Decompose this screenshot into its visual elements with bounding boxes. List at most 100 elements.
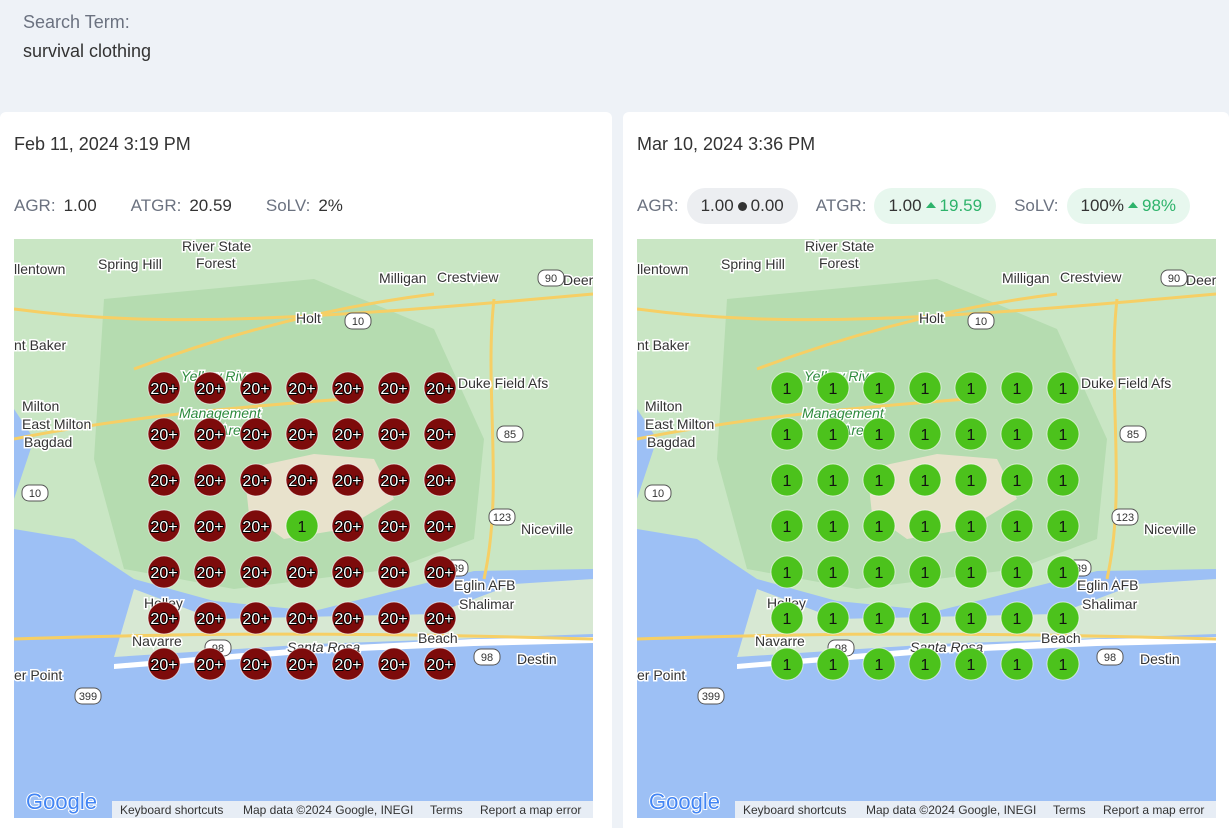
road xyxy=(1105,298,1119,580)
metric-label: ATGR: xyxy=(130,196,182,215)
rank-label: 1 xyxy=(298,519,307,536)
rank-label: 20+ xyxy=(334,611,361,628)
map-label: Forest xyxy=(819,255,859,271)
shield-label: 90 xyxy=(1168,273,1180,285)
map-label: Navarre xyxy=(132,633,182,649)
rank-label: 1 xyxy=(1059,657,1068,674)
footer-link[interactable]: Terms xyxy=(430,803,463,817)
rank-label: 1 xyxy=(967,657,976,674)
map-label: Milton xyxy=(22,398,59,414)
panel: Mar 10, 2024 3:36 PM AGR: 1.00 0.00 ATGR: 1.0… xyxy=(623,112,1229,828)
map-label: Spring Hill xyxy=(721,256,785,272)
metric-label: SoLV: xyxy=(265,196,311,215)
rank-marker xyxy=(816,371,850,405)
rank-label: 1 xyxy=(967,381,976,398)
footer-link[interactable]: Terms xyxy=(1053,803,1086,817)
island xyxy=(737,637,1216,669)
rank-marker xyxy=(770,509,804,543)
road xyxy=(637,292,1216,322)
rank-marker xyxy=(1046,509,1080,543)
map-label: Bagdad xyxy=(24,434,72,450)
rank-marker xyxy=(1046,371,1080,405)
search-term: survival clothing xyxy=(23,41,152,61)
map-label: Navarre xyxy=(755,633,805,649)
rank-marker xyxy=(954,463,988,497)
shield-label: 10 xyxy=(29,488,41,500)
footer-link[interactable]: Report a map error xyxy=(480,803,581,817)
rank-label: 20+ xyxy=(196,519,223,536)
rank-label: 20+ xyxy=(426,611,453,628)
search-label: Search Term: xyxy=(23,12,130,32)
rank-label: 1 xyxy=(1059,519,1068,536)
rank-marker xyxy=(193,647,227,681)
rank-label: 1 xyxy=(967,519,976,536)
search-header: Search Term: survival clothing xyxy=(23,12,151,62)
footer-link[interactable]: Keyboard shortcuts xyxy=(743,803,846,817)
rank-marker xyxy=(239,601,273,635)
metric-value: 20.59 xyxy=(189,188,232,224)
rank-label: 20+ xyxy=(242,381,269,398)
rank-label: 1 xyxy=(921,381,930,398)
rank-label: 1 xyxy=(1013,519,1022,536)
rank-marker xyxy=(239,371,273,405)
rank-label: 20+ xyxy=(150,381,177,398)
rank-marker xyxy=(285,601,319,635)
rank-marker xyxy=(1046,417,1080,451)
rank-marker xyxy=(193,463,227,497)
rank-label: 1 xyxy=(875,565,884,582)
metric-label: SoLV: xyxy=(1014,196,1059,215)
rank-marker xyxy=(770,555,804,589)
rank-marker xyxy=(816,601,850,635)
rank-marker xyxy=(1000,417,1034,451)
map-label: Niceville xyxy=(1144,521,1196,537)
map-label: Spring Hill xyxy=(98,256,162,272)
metric-value: 1.00 19.59 xyxy=(874,188,997,224)
rank-label: 1 xyxy=(783,519,792,536)
footer-link[interactable]: Map data ©2024 Google, INEGI xyxy=(866,803,1036,817)
rank-label: 1 xyxy=(829,473,838,490)
rank-marker xyxy=(862,463,896,497)
metric-value: 1.00 0.00 xyxy=(686,188,798,224)
rank-marker xyxy=(954,647,988,681)
rank-label: 1 xyxy=(1013,473,1022,490)
rank-label: 20+ xyxy=(150,473,177,490)
map-label: Eglin AFB xyxy=(1077,577,1138,593)
rank-marker xyxy=(954,555,988,589)
rank-marker xyxy=(816,417,850,451)
footer-bar xyxy=(735,801,1216,818)
rank-label: 20+ xyxy=(288,473,315,490)
rank-label: 1 xyxy=(921,519,930,536)
map-label: Milton xyxy=(645,398,682,414)
rank-label: 1 xyxy=(829,611,838,628)
footer-link[interactable]: Keyboard shortcuts xyxy=(120,803,223,817)
rank-marker xyxy=(423,509,457,543)
rank-label: 20+ xyxy=(150,611,177,628)
map-label: River State xyxy=(182,239,251,254)
rank-marker xyxy=(770,601,804,635)
rank-label: 1 xyxy=(1013,565,1022,582)
map-label: Destin xyxy=(517,651,557,667)
footer-link[interactable]: Report a map error xyxy=(1103,803,1204,817)
rank-label: 1 xyxy=(875,519,884,536)
rank-label: 20+ xyxy=(334,473,361,490)
rank-marker xyxy=(862,371,896,405)
rank-marker xyxy=(377,555,411,589)
map-label: Bagdad xyxy=(647,434,695,450)
rank-label: 1 xyxy=(1059,473,1068,490)
rank-marker xyxy=(377,463,411,497)
road xyxy=(756,292,1058,371)
rank-marker xyxy=(908,601,942,635)
rank-marker xyxy=(423,463,457,497)
rank-marker xyxy=(331,601,365,635)
metric-value: 100% 98% xyxy=(1066,188,1191,224)
rank-marker xyxy=(1000,509,1034,543)
footer-link[interactable]: Map data ©2024 Google, INEGI xyxy=(243,803,413,817)
rank-label: 20+ xyxy=(426,473,453,490)
rank-label: 20+ xyxy=(242,473,269,490)
rank-label: 1 xyxy=(875,657,884,674)
road-shield xyxy=(74,687,102,705)
rank-label: 1 xyxy=(921,565,930,582)
rank-label: 20+ xyxy=(242,611,269,628)
